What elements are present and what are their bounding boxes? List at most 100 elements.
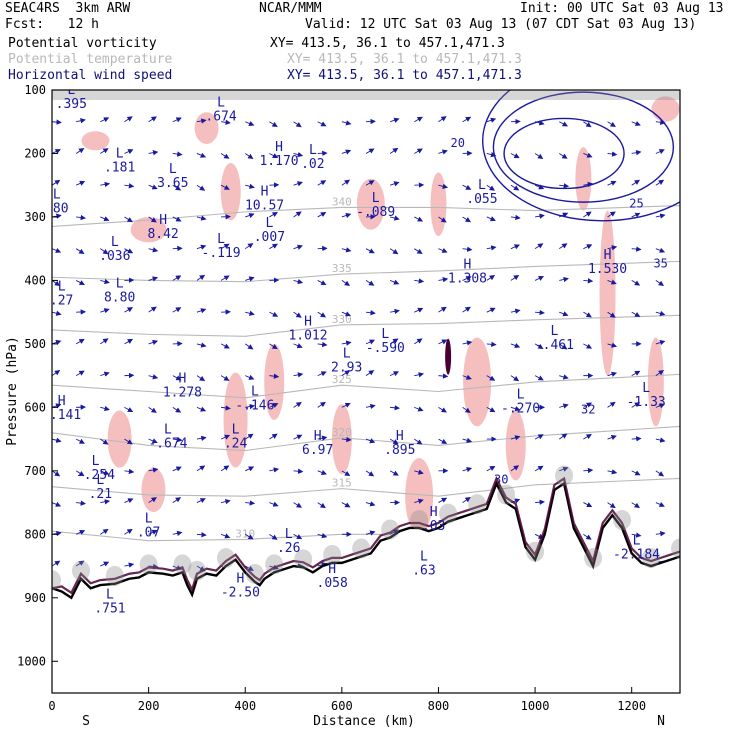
pv-extremum-value: -.461 [535, 338, 574, 353]
wind-arrow [245, 183, 255, 189]
wind-arrow [583, 181, 594, 188]
wind-arrow [148, 184, 158, 190]
wind-arrow [389, 371, 400, 377]
wind-arrow [245, 276, 255, 282]
pv-shade-region [505, 410, 526, 481]
pv-extremum-value: .02 [301, 157, 324, 172]
theta-contour [52, 314, 680, 337]
wind-arrow [75, 370, 85, 377]
wind-arrow [438, 373, 449, 379]
surface-pv-shade [187, 560, 206, 581]
wind-arrow [293, 401, 302, 408]
wind-arrow [124, 406, 134, 412]
wind-arrow [631, 120, 641, 126]
wind-arrow [100, 117, 110, 123]
surface-pv-shade [526, 541, 545, 562]
pv-extremum-value: .895 [384, 443, 415, 458]
pv-shade-region [141, 467, 166, 513]
terrain-layer [52, 90, 680, 693]
wind-arrow [607, 469, 618, 475]
pv-extremum-value: -2.50 [221, 586, 260, 601]
wind-arrow [100, 248, 109, 255]
wind-arrow [245, 466, 255, 472]
pv-extremum-value: .63 [412, 563, 435, 578]
wind-arrow [341, 280, 351, 286]
wind-arrow [655, 310, 666, 317]
pv-extremum-value: 1.141 [42, 408, 81, 423]
pv-extremum-value: -.254 [76, 468, 115, 483]
wind-arrow [341, 436, 352, 443]
pv-extremum-value: .395 [56, 97, 87, 112]
wind-arrow [75, 280, 85, 285]
wind-speed-label: 20 [451, 136, 465, 150]
wind-arrow [462, 306, 471, 313]
wind-arrow [389, 248, 399, 255]
wind-arrow [75, 529, 86, 535]
pv-shade-region [264, 343, 285, 421]
wind-arrow [365, 310, 376, 316]
wind-arrow [414, 469, 424, 475]
wind-arrow [534, 375, 544, 381]
wind-arrow [100, 181, 111, 188]
pv-extremum-value: .26 [277, 541, 300, 556]
wind-arrow [534, 243, 544, 250]
wind-arrow [124, 248, 134, 254]
wind-arrow [52, 280, 61, 286]
surface-pv-shade [613, 509, 632, 530]
wind-arrow [124, 468, 135, 475]
pv-contour-near-surface [52, 475, 680, 595]
wind-arrow [559, 466, 569, 472]
wind-arrow [389, 438, 399, 445]
pv-extremum-value: .181 [104, 160, 135, 175]
pv-extremum-type: L [633, 534, 641, 549]
wind-arrow [607, 211, 616, 218]
theta-contour [52, 477, 680, 497]
wind-arrow [389, 279, 400, 285]
pv-extremum-type: H [396, 429, 404, 444]
wind-arrow [148, 438, 158, 444]
x-tick-label: 1000 [521, 699, 550, 713]
wind-arrow [655, 531, 666, 537]
init-time: Init: 00 UTC Sat 03 Aug 13 [520, 1, 724, 16]
wind-arrow [462, 184, 472, 190]
wind-arrow [389, 529, 399, 535]
pv-extremum-type: L [116, 146, 124, 161]
pv-extremum-type: H [328, 562, 336, 577]
theta-contour-label: 335 [332, 262, 352, 275]
wind-arrow [607, 180, 617, 186]
x-tick-label: 400 [234, 699, 256, 713]
wind-arrow [414, 372, 424, 378]
wind-arrow [559, 121, 569, 127]
pv-extremum-type: L [169, 162, 177, 177]
wind-arrow [317, 502, 326, 509]
theta-contour [52, 373, 680, 399]
wind-arrow [172, 530, 183, 537]
wind-arrow [559, 276, 569, 283]
wind-arrow [389, 147, 399, 154]
wind-arrow [414, 248, 423, 254]
wind-arrow [293, 211, 302, 218]
pv-extremum-type: L [285, 527, 293, 542]
wind-arrow [124, 116, 133, 123]
y-tick-label: 800 [24, 527, 46, 541]
pv-extremum-type: H [275, 140, 283, 155]
wind-arrow [220, 499, 231, 505]
wind-arrow [245, 374, 255, 380]
wind-arrow [438, 276, 449, 283]
wind-arrow [679, 406, 680, 408]
wind-arrow [196, 406, 207, 412]
pv-extremum-type: L [96, 473, 104, 488]
wind-arrow [293, 244, 303, 250]
x-end-label-right: N [657, 714, 665, 729]
wind-arrow [100, 278, 110, 285]
pv-extremum-type: H [261, 184, 269, 199]
wind-arrow [52, 247, 62, 253]
x-end-label-left: S [82, 714, 90, 729]
wind-arrow [607, 502, 616, 509]
wind-arrow [486, 375, 496, 381]
wind-arrow [438, 497, 448, 503]
wind-arrow [510, 435, 521, 441]
wind-arrow [75, 338, 85, 345]
wind-arrow [269, 467, 280, 473]
wind-arrow [293, 468, 304, 474]
